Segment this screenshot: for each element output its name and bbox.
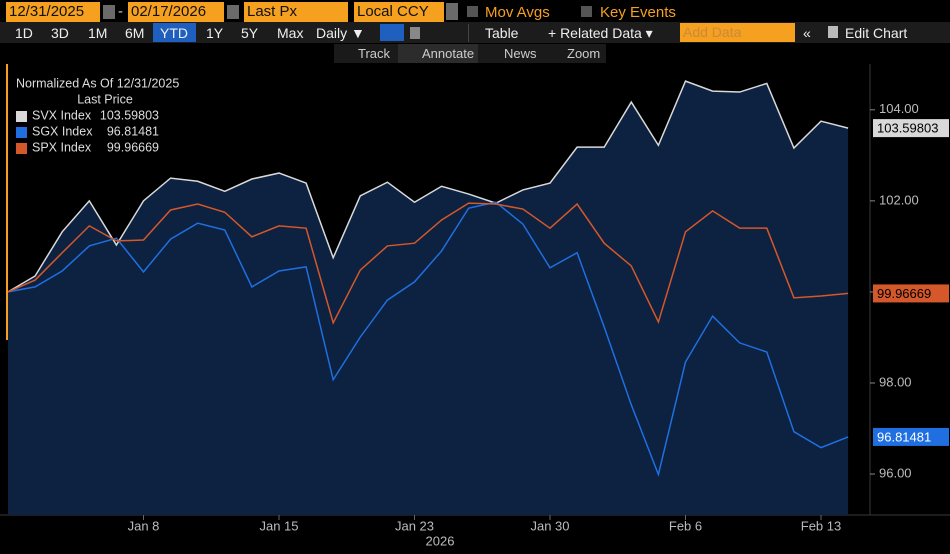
end-date[interactable]: 02/17/2026: [128, 2, 224, 22]
active-range: [153, 23, 196, 42]
line: [7, 202, 849, 325]
y-tick-label: 104.00: [879, 101, 919, 116]
line: [7, 201, 849, 477]
value-label: 96.81481: [877, 429, 931, 444]
legend-value: 103.59803: [100, 108, 159, 122]
value-label-box: [873, 119, 949, 138]
calendar-icon[interactable]: [103, 5, 115, 19]
value-label: 103.59803: [877, 121, 938, 136]
legend-label: SGX Index: [32, 124, 93, 138]
y-tick-label: 98.00: [879, 374, 912, 389]
x-tick-label: Feb 13: [801, 518, 841, 533]
range-button[interactable]: 1Y: [206, 25, 224, 41]
range-button[interactable]: YTD: [160, 25, 188, 41]
legend-value: 96.81481: [107, 124, 159, 138]
line-icon[interactable]: [380, 24, 404, 41]
dropdown-button[interactable]: [446, 3, 458, 20]
legend-swatch: [16, 127, 27, 138]
legend-label: SPX Index: [32, 140, 92, 154]
value-label: 99.96669: [877, 286, 931, 301]
range-button[interactable]: 3D: [51, 25, 69, 41]
line: [7, 80, 849, 293]
divider: [468, 24, 469, 42]
x-tick-label: Jan 30: [530, 518, 569, 533]
x-tick-label: Jan 15: [259, 518, 298, 533]
bar-icon[interactable]: [410, 27, 420, 39]
x-tick-label: Jan 23: [395, 518, 434, 533]
legend-label: SVX Index: [32, 108, 92, 122]
edit-chart[interactable]: Edit Chart: [845, 25, 908, 41]
legend-subtitle: Last Price: [77, 92, 133, 106]
tool-button[interactable]: News: [504, 46, 537, 61]
x-tick-label: Jan 8: [128, 518, 160, 533]
calendar-icon[interactable]: [227, 5, 239, 19]
start-date[interactable]: 12/31/2025: [6, 2, 100, 22]
periodicity[interactable]: Daily ▼: [316, 25, 365, 41]
legend-swatch: [16, 111, 27, 122]
y-tick-label: 96.00: [879, 465, 912, 480]
checkbox[interactable]: [581, 6, 592, 17]
legend-box: [10, 72, 202, 160]
legend-title: Normalized As Of 12/31/2025: [16, 76, 179, 90]
range-button[interactable]: 6M: [125, 25, 145, 41]
range-button[interactable]: 5Y: [241, 25, 259, 41]
mov-avgs[interactable]: Mov Avgs: [485, 4, 550, 21]
table-button[interactable]: Table: [485, 25, 519, 41]
checkbox[interactable]: [467, 6, 478, 17]
collapse-icon[interactable]: «: [803, 25, 811, 41]
range-button[interactable]: Max: [277, 25, 304, 41]
key-events[interactable]: Key Events: [600, 4, 676, 21]
add-data[interactable]: Add Data: [680, 23, 795, 42]
legend-swatch: [16, 143, 27, 154]
value-label-box: [873, 427, 949, 446]
value-label-box: [873, 284, 949, 303]
field-select[interactable]: Last Px: [244, 2, 348, 22]
x-axis-label: 2026: [426, 533, 455, 548]
tool-button[interactable]: Annotate: [422, 46, 475, 61]
range-button[interactable]: 1D: [15, 25, 33, 41]
tool-button[interactable]: Track: [358, 46, 391, 61]
date-separator: -: [118, 3, 123, 20]
related-data[interactable]: + Related Data ▾: [548, 25, 653, 41]
legend-value: 99.96669: [107, 140, 159, 154]
currency-select[interactable]: Local CCY: [354, 2, 444, 22]
x-tick-label: Feb 6: [669, 518, 702, 533]
active-tool: [398, 44, 478, 63]
range-button[interactable]: 1M: [88, 25, 108, 41]
edit-icon[interactable]: [828, 26, 838, 38]
y-tick-label: 102.00: [879, 192, 919, 207]
tool-button[interactable]: Zoom: [567, 46, 601, 61]
